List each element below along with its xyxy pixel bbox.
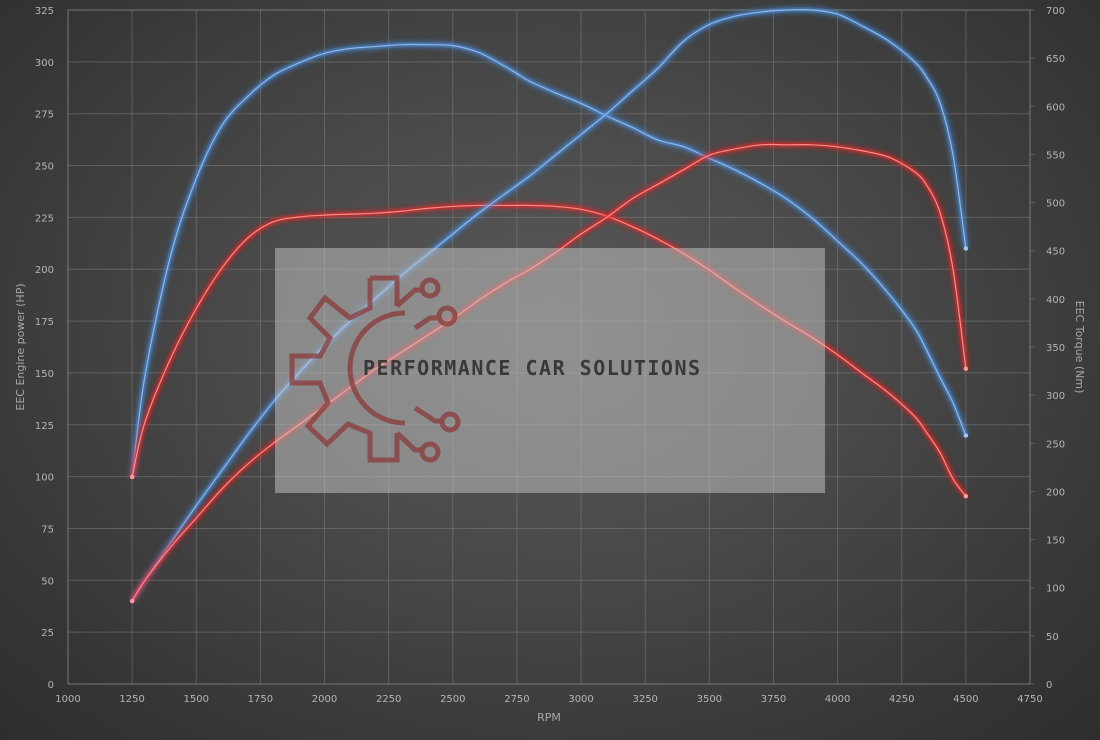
x-tick-label: 1500 [184,694,209,705]
y2-tick-label: 0 [1046,680,1052,691]
y-tick-label: 25 [41,628,54,639]
y2-tick-label: 650 [1046,54,1065,65]
x-tick-label: 1750 [248,694,273,705]
x-tick-label: 2250 [376,694,401,705]
series-endpoint [963,246,969,251]
axes: 1000 1250 1500 1750 2000 2250 2500 2750 3000 3250… [35,6,1065,705]
y-tick-label: 0 [48,680,54,691]
y-axis-title: EEC Engine power (HP) [14,283,27,410]
y2-tick-label: 400 [1046,295,1065,306]
y-tick-label: 150 [35,369,54,380]
x-tick-label: 2750 [504,694,529,705]
series-lines [129,7,969,604]
y2-tick-label: 600 [1046,102,1065,113]
y2-tick-label: 200 [1046,487,1065,498]
series-line-torque-blue [131,43,967,478]
y-tick-label: 50 [41,576,54,587]
watermark-text: PERFORMANCE CAR SOLUTIONS [363,356,702,380]
y-tick-label: 250 [35,162,54,173]
y-tick-label: 175 [35,317,54,328]
y2-axis-title: EEC Torque (Nm) [1073,301,1086,394]
series-line-torque-red [131,204,967,497]
series-endpoint [963,366,969,371]
x-tick-label: 3000 [568,694,593,705]
y2-tick-label: 50 [1046,632,1059,643]
y2-tick-label: 550 [1046,150,1065,161]
y-tick-label: 125 [35,421,54,432]
x-tick-label: 2000 [312,694,337,705]
y-tick-label: 75 [41,524,54,535]
x-tick-label: 1000 [55,694,80,705]
x-tick-label: 3500 [697,694,722,705]
y2-tick-label: 450 [1046,247,1065,258]
y-tick-label: 225 [35,213,54,224]
y2-tick-label: 500 [1046,199,1065,210]
series-line-power-blue [131,9,967,602]
plot-frame [67,9,1031,685]
y2-tick-label: 100 [1046,584,1065,595]
x-tick-label: 1250 [119,694,144,705]
y2-tick-label: 300 [1046,391,1065,402]
series-endpoint [129,474,135,480]
y2-tick-label: 250 [1046,439,1065,450]
series-endpoint [963,433,969,438]
y2-tick-label: 150 [1046,536,1065,547]
series-endpoint [129,598,135,604]
y-tick-label: 300 [35,58,54,69]
x-tick-label: 4750 [1017,694,1042,705]
gear-circuit-icon [289,275,461,463]
series-endpoint [963,494,969,499]
y-tick-label: 275 [35,110,54,121]
y-tick-label: 100 [35,473,54,484]
x-tick-label: 3750 [761,694,786,705]
y2-tick-label: 350 [1046,343,1065,354]
y-tick-label: 200 [35,265,54,276]
y2-tick-label: 700 [1046,6,1065,17]
watermark-logo: PERFORMANCE CAR SOLUTIONS [275,248,825,493]
x-tick-label: 4250 [889,694,914,705]
x-tick-label: 3250 [632,694,657,705]
series-line-power-red [131,143,967,602]
x-tick-label: 4000 [825,694,850,705]
x-axis-title: RPM [537,711,561,724]
x-tick-label: 2500 [440,694,465,705]
x-tick-label: 4500 [953,694,978,705]
y-tick-label: 325 [35,6,54,17]
